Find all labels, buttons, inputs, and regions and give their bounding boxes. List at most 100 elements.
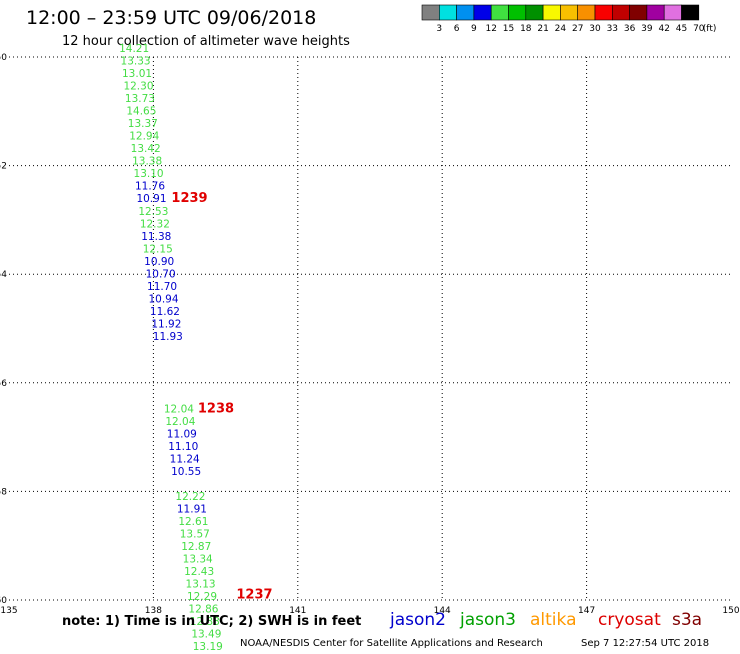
- jason3-swh-label: 13.01: [122, 68, 152, 80]
- time-label: 1238: [198, 402, 234, 417]
- y-tick-label: -58: [0, 487, 7, 497]
- jason3-swh-label: 14.65: [126, 106, 156, 118]
- jason2-swh-label: 10.94: [148, 293, 178, 305]
- jason2-swh-label: 11.24: [170, 454, 200, 466]
- scale-swatch: [629, 4, 648, 21]
- jason2-swh-label: 11.38: [141, 231, 171, 243]
- scale-label: 42: [658, 24, 669, 34]
- scale-label: 3: [436, 24, 442, 34]
- jason2-swh-label: 11.92: [151, 318, 181, 330]
- satellite-s3a: s3a: [672, 610, 702, 630]
- jason2-swh-label: 11.76: [135, 180, 165, 192]
- scale-label: 45: [676, 24, 687, 34]
- scale-swatch: [594, 4, 613, 21]
- satellite-cryosat: cryosat: [598, 610, 661, 630]
- scale-label: 39: [641, 24, 653, 34]
- scale-swatch: [577, 4, 596, 21]
- scale-swatch: [681, 4, 700, 21]
- x-tick-label: 147: [578, 606, 595, 616]
- jason3-swh-label: 13.57: [180, 529, 210, 541]
- jason3-swh-label: 12.94: [129, 131, 159, 143]
- jason2-swh-label: 11.91: [177, 504, 207, 516]
- y-tick-label: -52: [0, 162, 7, 172]
- jason3-swh-label: 12.43: [184, 566, 214, 578]
- jason2-swh-label: 11.10: [168, 441, 198, 453]
- jason3-swh-label: 13.73: [125, 93, 155, 105]
- jason2-swh-label: 11.09: [167, 429, 197, 441]
- jason3-swh-label: 12.15: [143, 243, 173, 255]
- time-label: 1237: [236, 587, 272, 602]
- scale-label: 6: [454, 24, 460, 34]
- jason2-swh-label: 10.91: [136, 193, 166, 205]
- scale-label: 27: [572, 24, 583, 34]
- scale-swatch: [508, 4, 527, 21]
- time-label: 1239: [171, 191, 207, 206]
- jason3-swh-label: 13.38: [132, 156, 162, 168]
- color-scale-legend: 3 6 9 12 15 18 21 24 27 30 33 36 39 42 45 70(ft): [421, 4, 717, 34]
- scale-swatch: [560, 4, 579, 21]
- scale-label: 21: [537, 24, 548, 34]
- x-tick-label: 135: [0, 606, 17, 616]
- x-tick-label: 138: [145, 606, 162, 616]
- scale-swatch: [490, 4, 509, 21]
- jason3-swh-label: 13.13: [186, 579, 216, 591]
- chart-title: 12:00 – 23:59 UTC 09/06/2018: [26, 7, 316, 29]
- jason3-swh-label: 12.61: [178, 516, 208, 528]
- jason3-swh-label: 12.30: [123, 81, 153, 93]
- jason3-swh-label: 12.32: [140, 219, 170, 231]
- satellite-jason2: jason2: [389, 610, 446, 630]
- jason3-swh-label: 13.34: [183, 554, 213, 566]
- x-tick-label: 150: [722, 606, 739, 616]
- jason3-swh-label: 13.49: [191, 628, 221, 640]
- jason3-swh-label: 12.87: [181, 541, 211, 553]
- jason3-swh-label: 13.10: [134, 168, 164, 180]
- scale-swatch: [438, 4, 457, 21]
- footer-credit: NOAA/NESDIS Center for Satellite Applica…: [240, 638, 543, 649]
- satellite-jason3: jason3: [459, 610, 516, 630]
- jason2-swh-label: 10.55: [171, 466, 201, 478]
- jason3-swh-label: 14.21: [119, 43, 149, 55]
- jason2-swh-label: 10.70: [146, 268, 176, 280]
- jason3-swh-label: 12.04: [165, 416, 195, 428]
- jason2-swh-label: 11.93: [153, 331, 183, 343]
- jason3-swh-label: 13.33: [121, 56, 151, 68]
- y-tick-label: -60: [0, 596, 7, 606]
- satellite-altika: altika: [530, 610, 577, 630]
- wave-height-labels: 14.2113.3313.0112.3013.7314.6513.3712.94…: [119, 43, 224, 654]
- x-tick-label: 144: [434, 606, 451, 616]
- chart-subtitle: 12 hour collection of altimeter wave hei…: [62, 34, 350, 49]
- scale-unit: (ft): [703, 24, 717, 34]
- scale-swatch: [456, 4, 475, 21]
- jason3-swh-label: 12.04: [164, 404, 194, 416]
- jason3-swh-label: 12.86: [188, 603, 218, 615]
- y-tick-label: -50: [0, 53, 7, 63]
- scale-label: 9: [471, 24, 477, 34]
- jason2-swh-label: 11.62: [150, 306, 180, 318]
- scale-label: 15: [503, 24, 514, 34]
- time-labels: 1239 1238 1237: [171, 191, 272, 602]
- axis-ticks: -50 -52 -54 -56 -58 -60135 138 141 144 147 150: [0, 53, 740, 616]
- scale-swatch: [525, 4, 544, 21]
- scale-label: 24: [555, 24, 567, 34]
- jason3-swh-label: 12.53: [138, 206, 168, 218]
- map-grid: [9, 56, 731, 601]
- scale-swatch: [663, 4, 682, 21]
- jason3-swh-label: 12.29: [187, 591, 217, 603]
- scale-label: 33: [607, 24, 618, 34]
- jason3-swh-label: 12.33: [190, 616, 220, 628]
- scale-label: 30: [589, 24, 601, 34]
- scale-label: 18: [520, 24, 532, 34]
- scale-label: 36: [624, 24, 636, 34]
- y-tick-label: -54: [0, 270, 7, 280]
- jason3-swh-label: 13.37: [128, 118, 158, 130]
- scale-swatch: [421, 4, 440, 21]
- jason2-swh-label: 10.90: [144, 256, 174, 268]
- jason3-swh-label: 12.22: [175, 491, 205, 503]
- jason3-swh-label: 13.19: [193, 641, 223, 650]
- scale-swatch: [542, 4, 561, 21]
- x-tick-label: 141: [289, 606, 306, 616]
- jason2-swh-label: 11.70: [147, 281, 177, 293]
